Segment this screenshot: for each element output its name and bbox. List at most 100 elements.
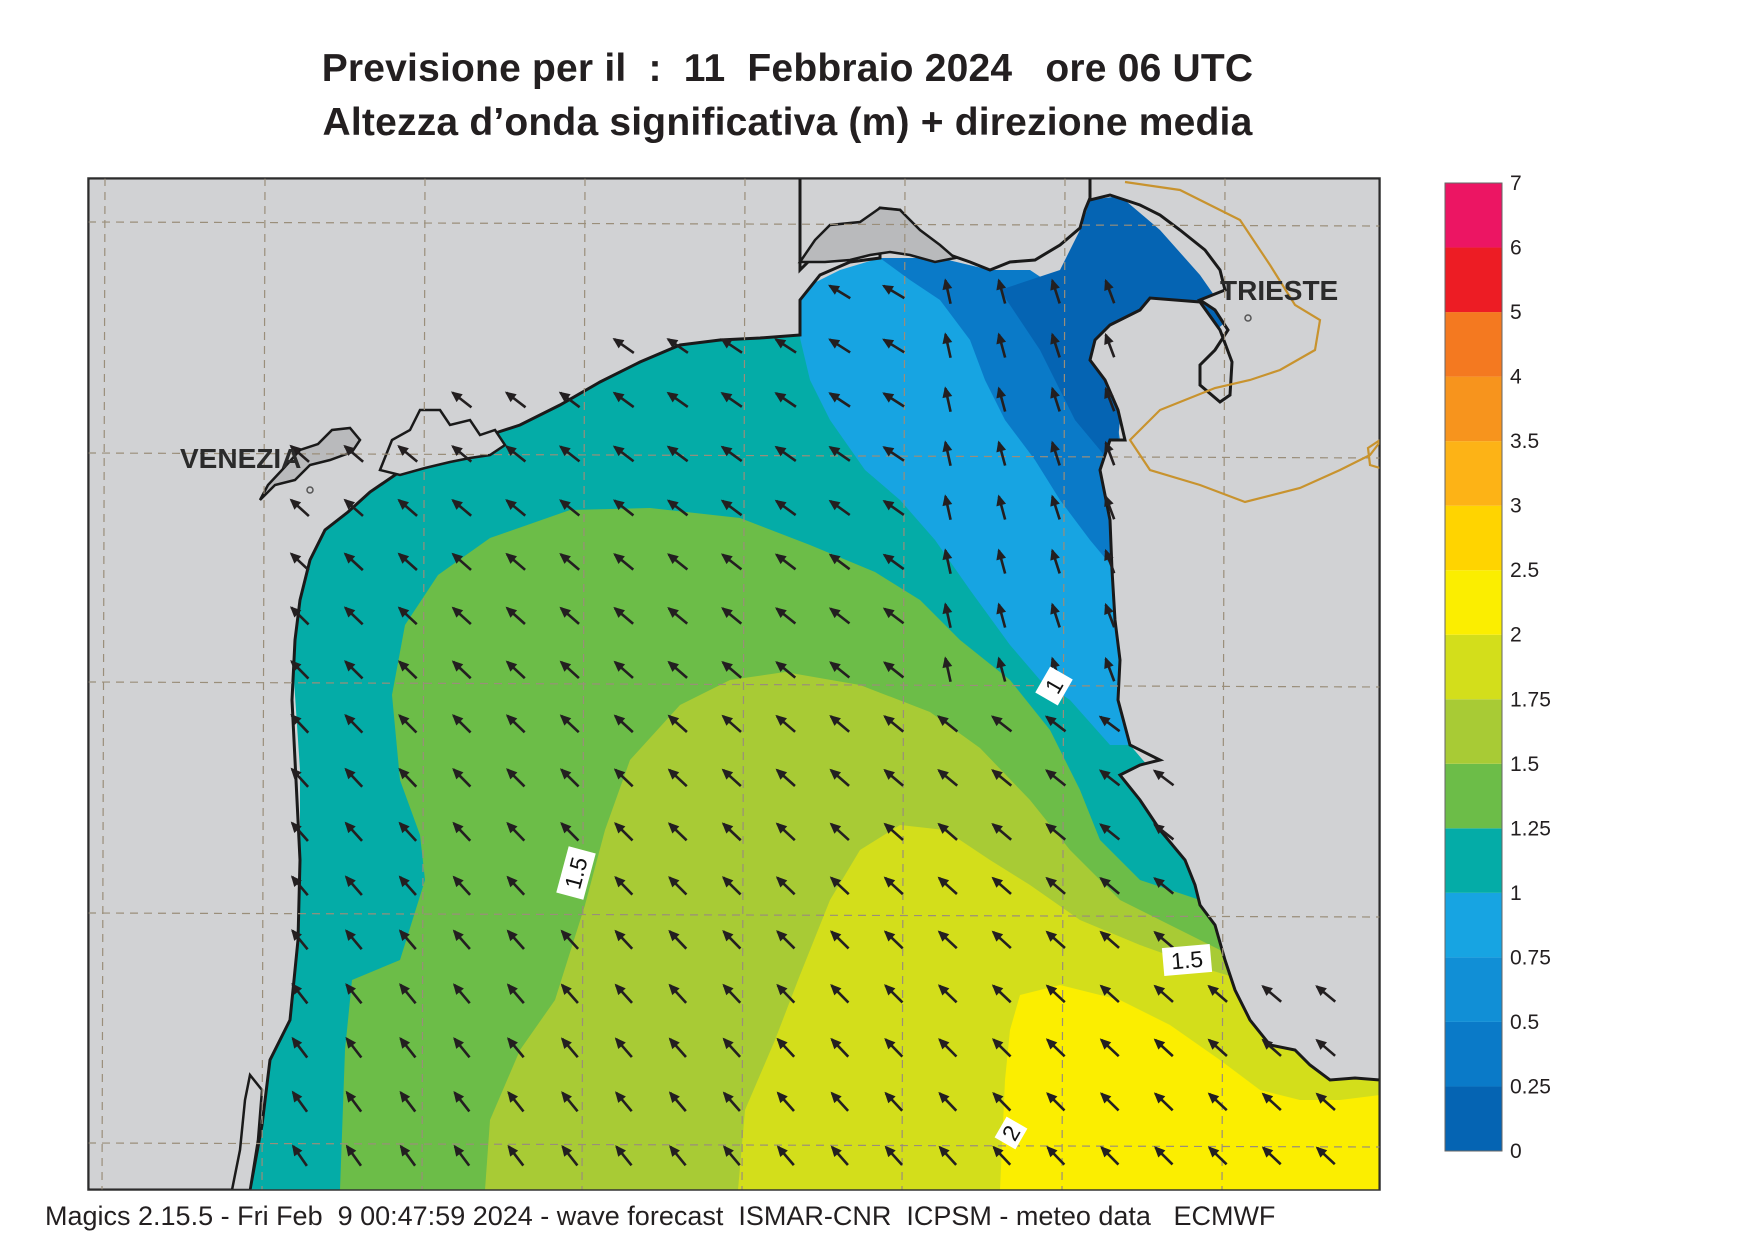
direction-arrow bbox=[612, 391, 635, 409]
direction-arrow bbox=[345, 1144, 363, 1167]
direction-arrow bbox=[883, 876, 904, 896]
direction-arrow bbox=[561, 1144, 579, 1167]
direction-arrow bbox=[942, 602, 953, 628]
direction-arrow bbox=[1154, 1146, 1174, 1166]
direction-arrow bbox=[559, 714, 580, 734]
grado-lagoon bbox=[797, 206, 958, 264]
colorbar-tick-label: 0.5 bbox=[1510, 1011, 1539, 1034]
direction-arrow bbox=[776, 930, 796, 950]
direction-arrow bbox=[883, 715, 905, 733]
direction-arrow bbox=[615, 1145, 633, 1167]
direction-arrow bbox=[828, 499, 851, 517]
direction-arrow bbox=[828, 392, 851, 408]
venezia-marker bbox=[306, 486, 314, 494]
direction-arrow bbox=[991, 930, 1012, 950]
sea-zone-2-2.5 bbox=[1000, 985, 1380, 1190]
direction-arrow bbox=[1152, 769, 1175, 787]
direction-arrow bbox=[668, 1037, 687, 1058]
colorbar-tick-label: 2.5 bbox=[1510, 559, 1539, 582]
direction-arrow bbox=[1104, 548, 1116, 574]
colorbar-swatch bbox=[1445, 763, 1502, 829]
direction-arrow bbox=[996, 386, 1007, 412]
direction-arrow bbox=[559, 606, 580, 625]
direction-arrow bbox=[883, 822, 904, 841]
direction-arrow bbox=[451, 660, 472, 680]
direction-arrow bbox=[937, 930, 958, 950]
direction-arrow bbox=[774, 392, 797, 408]
direction-arrow bbox=[722, 1037, 742, 1058]
direction-arrow bbox=[560, 822, 580, 842]
direction-arrow bbox=[343, 552, 364, 572]
direction-arrow bbox=[721, 607, 743, 625]
colorbar-swatch bbox=[1445, 505, 1502, 571]
direction-arrow bbox=[558, 391, 581, 409]
direction-arrow bbox=[1153, 1038, 1174, 1058]
direction-arrow bbox=[667, 607, 689, 625]
direction-arrow bbox=[666, 445, 689, 463]
direction-arrow bbox=[720, 338, 743, 354]
direction-arrow bbox=[1099, 1038, 1120, 1058]
direction-arrow bbox=[559, 553, 581, 571]
direction-arrow bbox=[506, 821, 526, 842]
colorbar: 0 0.25 0.5 0.75 1 1.25 1.5 1.75 2 2.5 3 3.5 4 5 6 7 bbox=[1444, 172, 1551, 1163]
direction-arrow bbox=[397, 606, 418, 626]
direction-arrow bbox=[1099, 984, 1120, 1004]
direction-arrow bbox=[996, 332, 1007, 358]
direction-arrow bbox=[399, 1037, 417, 1059]
map-area bbox=[88, 178, 1380, 1190]
direction-arrow bbox=[505, 499, 527, 517]
direction-arrow bbox=[291, 1090, 309, 1113]
direction-arrow bbox=[991, 876, 1012, 895]
direction-arrow bbox=[1099, 823, 1121, 841]
direction-arrow bbox=[452, 821, 472, 842]
direction-arrow bbox=[942, 440, 953, 466]
direction-arrow bbox=[559, 660, 580, 680]
direction-arrow bbox=[882, 338, 905, 354]
direction-arrow bbox=[829, 661, 851, 679]
direction-arrow bbox=[830, 984, 850, 1004]
direction-arrow bbox=[942, 386, 953, 412]
direction-arrow bbox=[996, 440, 1007, 466]
direction-arrow bbox=[397, 660, 418, 680]
direction-arrow bbox=[505, 552, 526, 571]
direction-arrow bbox=[666, 499, 689, 517]
colorbar-swatch bbox=[1445, 441, 1502, 506]
direction-arrow bbox=[776, 1145, 795, 1166]
direction-arrow bbox=[1099, 930, 1120, 949]
direction-arrow bbox=[829, 715, 851, 733]
direction-arrow bbox=[828, 284, 851, 300]
direction-arrow bbox=[881, 284, 905, 300]
direction-arrow bbox=[504, 391, 527, 409]
direction-arrow bbox=[992, 1038, 1012, 1058]
direction-arrow bbox=[290, 875, 309, 896]
direction-arrow bbox=[938, 1091, 958, 1112]
direction-arrow bbox=[775, 768, 796, 787]
direction-arrow bbox=[1044, 715, 1067, 733]
direction-arrow bbox=[1050, 332, 1061, 358]
direction-arrow bbox=[721, 822, 742, 842]
svg-text:1.5: 1.5 bbox=[1170, 946, 1204, 975]
direction-arrow bbox=[451, 498, 473, 517]
direction-arrow bbox=[343, 606, 364, 626]
colorbar-swatch bbox=[1445, 957, 1502, 1022]
direction-arrow bbox=[1046, 1092, 1066, 1112]
colorbar-tick-label: 6 bbox=[1510, 237, 1522, 260]
direction-arrow bbox=[828, 553, 851, 571]
colorbar-swatch bbox=[1445, 1021, 1502, 1087]
direction-arrow bbox=[775, 714, 796, 733]
direction-arrow bbox=[722, 1145, 741, 1167]
direction-arrow bbox=[614, 1037, 633, 1058]
direction-arrow bbox=[345, 1036, 363, 1059]
direction-arrow bbox=[506, 983, 525, 1004]
direction-arrow bbox=[559, 768, 580, 788]
direction-arrow bbox=[1050, 386, 1061, 412]
colorbar-tick-label: 1 bbox=[1510, 882, 1522, 905]
direction-arrow bbox=[666, 338, 689, 354]
direction-arrow bbox=[507, 1144, 525, 1167]
colorbar-tick-label: 0.25 bbox=[1510, 1075, 1551, 1098]
direction-arrow bbox=[613, 499, 635, 517]
direction-arrow bbox=[613, 660, 634, 679]
direction-arrow bbox=[291, 929, 309, 951]
direction-arrow bbox=[345, 1090, 363, 1113]
